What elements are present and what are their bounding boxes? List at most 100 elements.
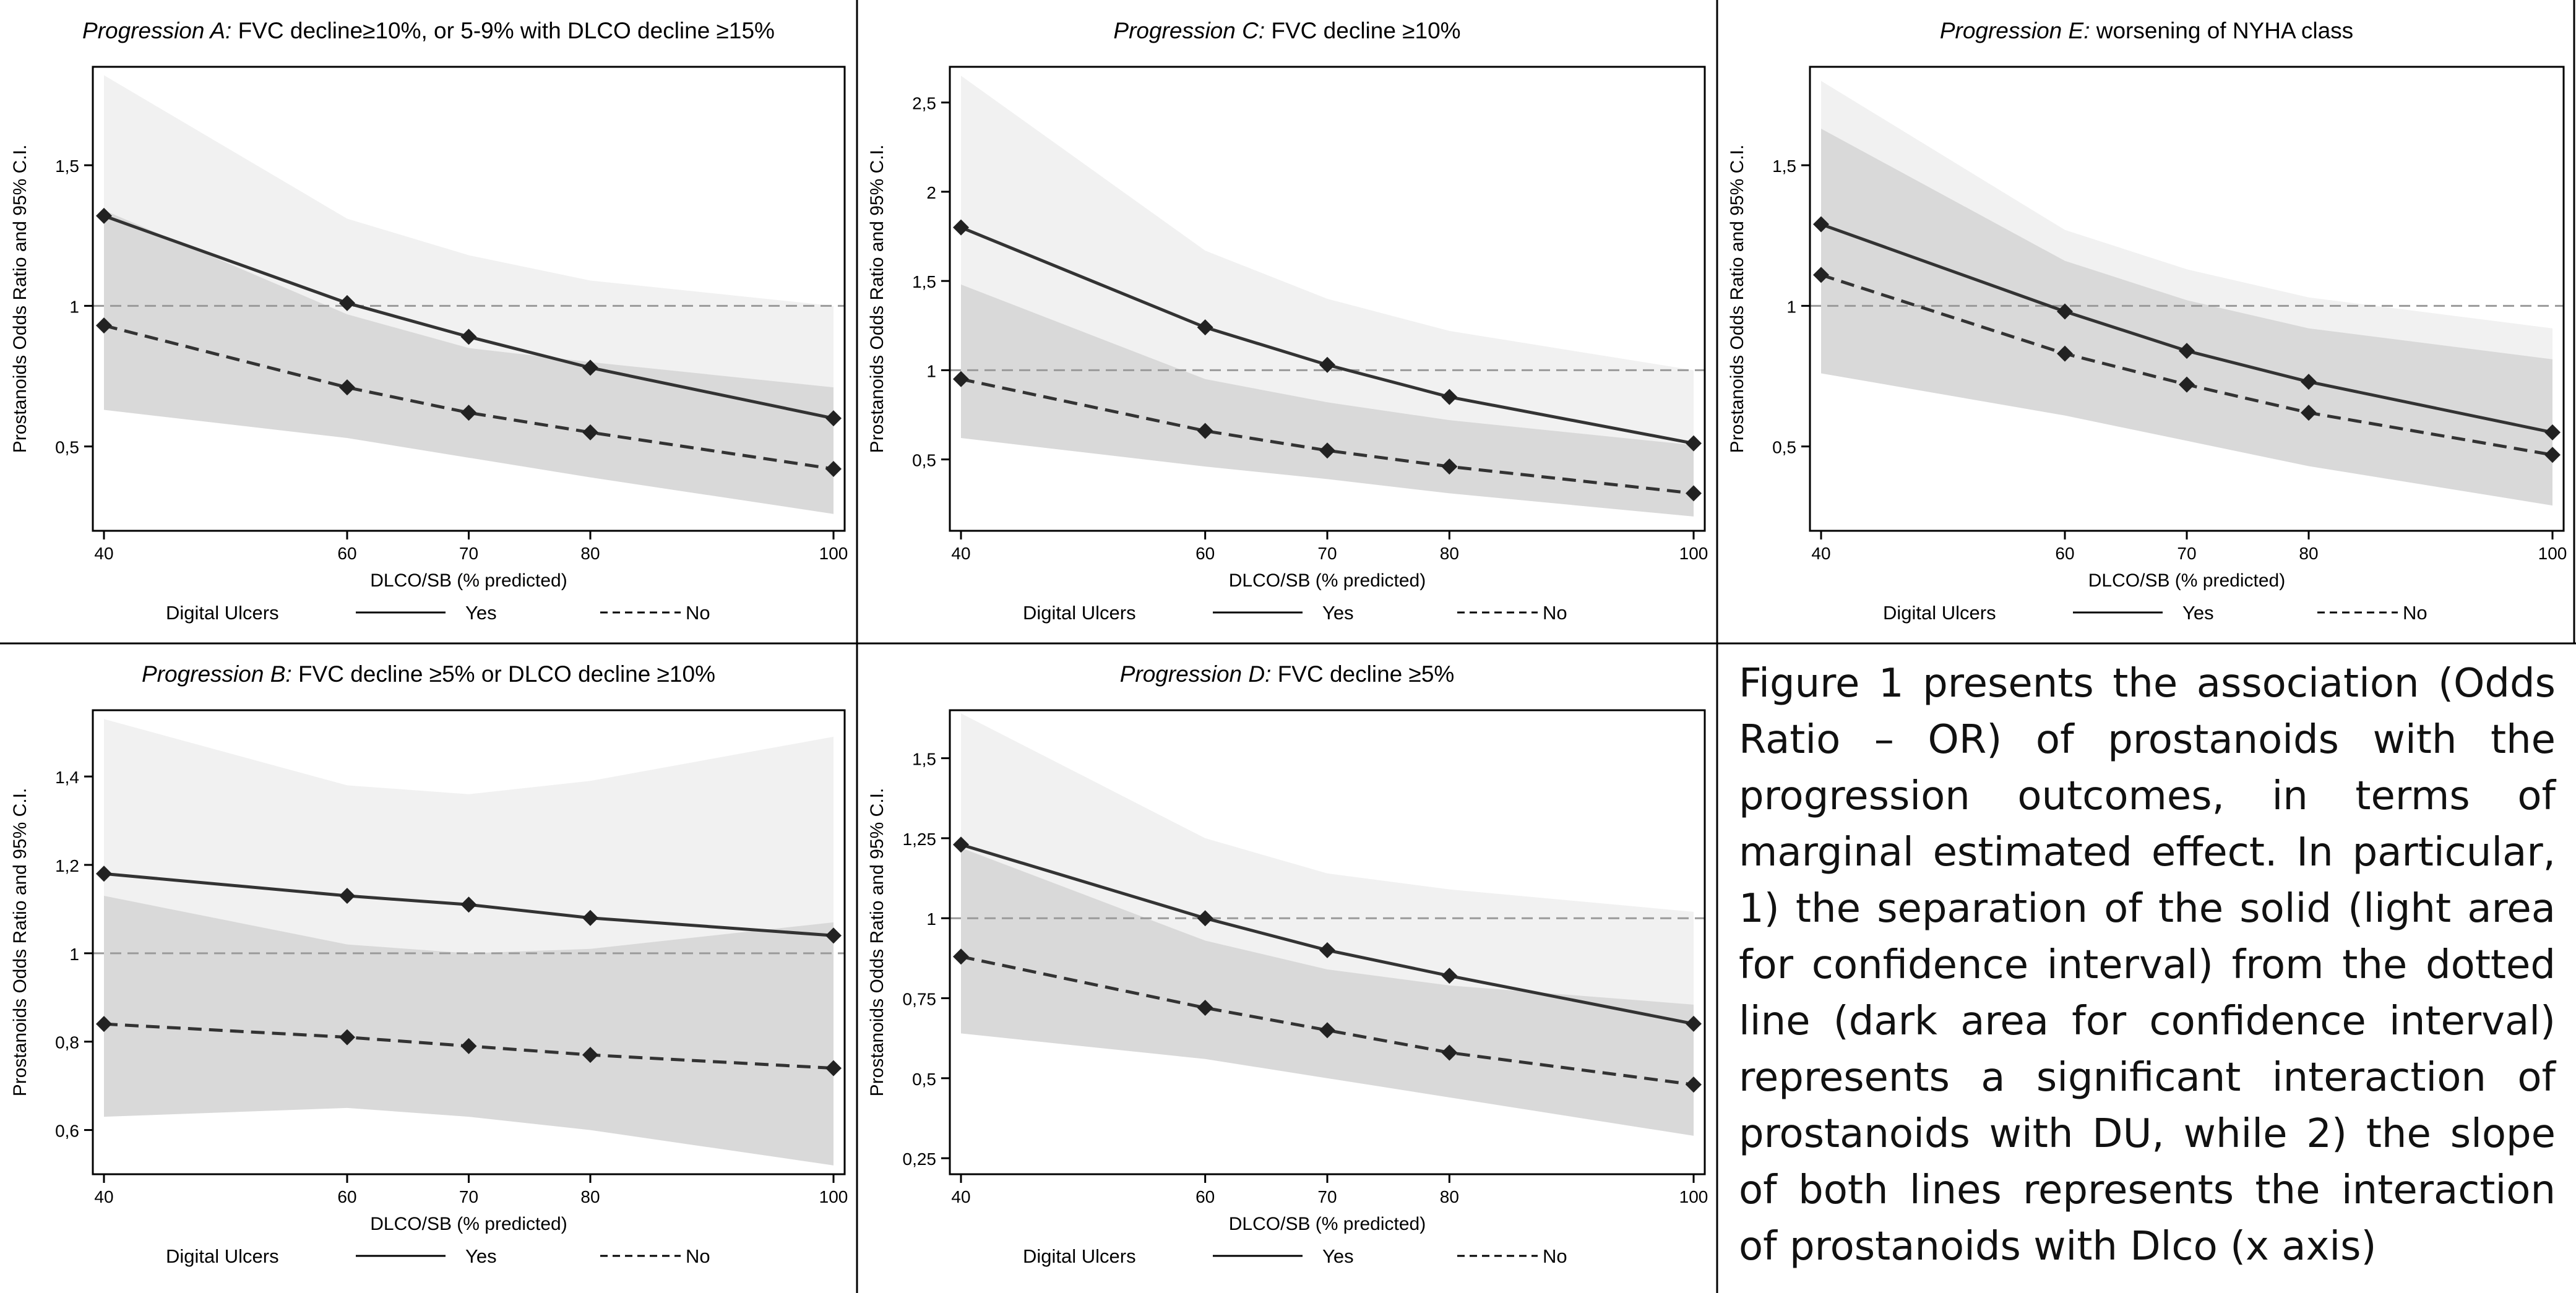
data-point-yes	[582, 909, 598, 926]
y-axis-label: Prostanoids Odds Ratio and 95% C.I.	[10, 145, 30, 453]
chart-title: Progression A: FVC decline≥10%, or 5-9% …	[82, 18, 775, 43]
ci-band-yes	[961, 75, 1694, 484]
chart-panel-5: Progression D: FVC decline ≥5% 0,25 0,5 0,7…	[867, 661, 1708, 1267]
chart-title-text: FVC decline ≥5% or DLCO decline ≥10%	[292, 661, 715, 687]
y-axis-label: Prostanoids Odds Ratio and 95% C.I.	[1727, 145, 1747, 453]
y-tick-label: 1,5	[1772, 157, 1796, 176]
y-tick-label: 0,5	[912, 1070, 936, 1089]
chart-panel-3: Progression E: worsening of NYHA class 0,…	[1727, 18, 2567, 624]
data-point-yes	[825, 927, 842, 944]
data-point-yes	[460, 896, 477, 913]
x-axis-label: DLCO/SB (% predicted)	[1229, 570, 1426, 591]
x-tick-label: 70	[459, 544, 478, 563]
data-point-no	[1197, 1000, 1213, 1016]
data-point-no	[1686, 485, 1702, 502]
x-axis-label: DLCO/SB (% predicted)	[370, 570, 567, 591]
y-tick-label: 1	[926, 909, 936, 929]
x-tick-label: 40	[94, 544, 113, 563]
data-point-no	[1197, 423, 1213, 439]
data-point-yes	[2301, 374, 2317, 390]
data-point-no	[339, 379, 355, 396]
ci-band-no	[961, 284, 1694, 517]
data-point-no	[582, 424, 598, 440]
y-tick-label: 0,5	[912, 451, 936, 470]
x-tick-label: 40	[94, 1187, 113, 1206]
x-tick-label: 60	[337, 544, 356, 563]
y-tick-label: 1	[926, 361, 936, 380]
data-point-no	[1813, 267, 1829, 283]
data-point-yes	[1441, 389, 1458, 405]
legend-title: Digital Ulcers	[1023, 1245, 1136, 1267]
x-tick-label: 80	[580, 1187, 600, 1206]
data-point-yes	[1319, 942, 1335, 958]
x-tick-label: 70	[1317, 544, 1337, 563]
y-tick-label: 0,6	[55, 1122, 79, 1141]
x-tick-label: 100	[1679, 544, 1708, 563]
chart-title-prefix: Progression D:	[1120, 661, 1272, 687]
chart-panel-1: Progression A: FVC decline≥10%, or 5-9% …	[10, 18, 848, 624]
data-point-yes	[96, 866, 112, 882]
chart-title-text: FVC decline ≥10%	[1265, 18, 1460, 43]
x-tick-label: 60	[337, 1187, 356, 1206]
y-tick-label: 2	[926, 183, 936, 202]
data-point-no	[2179, 376, 2195, 393]
ci-band-no	[961, 848, 1694, 1136]
y-tick-label: 1	[69, 945, 79, 964]
data-point-no	[825, 1060, 842, 1076]
x-tick-label: 100	[819, 1187, 848, 1206]
data-point-yes	[2179, 343, 2195, 359]
series-line-no	[960, 955, 1694, 1086]
chart-title: Progression E: worsening of NYHA class	[1940, 18, 2353, 43]
x-tick-label: 100	[1679, 1187, 1708, 1206]
series-line-no	[960, 377, 1694, 495]
data-point-no	[96, 317, 112, 334]
x-tick-label: 80	[1440, 1187, 1459, 1206]
legend-label-yes: Yes	[2182, 602, 2214, 624]
x-tick-label: 100	[2538, 544, 2567, 563]
data-point-yes	[1197, 319, 1213, 336]
chart-panel-2: Progression C: FVC decline ≥10% 0,5 1 1,5 2 2…	[867, 18, 1708, 624]
data-point-no	[460, 1037, 477, 1054]
data-point-yes	[582, 359, 598, 376]
data-point-no	[1319, 1022, 1335, 1039]
x-tick-label: 100	[819, 544, 848, 563]
data-point-yes	[825, 410, 842, 427]
y-tick-label: 1	[1786, 297, 1796, 316]
x-axis-label: DLCO/SB (% predicted)	[370, 1214, 567, 1234]
x-axis-label: DLCO/SB (% predicted)	[2088, 570, 2285, 591]
chart-title-prefix: Progression E:	[1940, 18, 2090, 43]
data-point-no	[1441, 1044, 1458, 1061]
x-tick-label: 70	[2177, 544, 2196, 563]
chart-title-prefix: Progression B:	[142, 661, 292, 687]
data-point-yes	[339, 888, 355, 904]
legend-label-yes: Yes	[1322, 602, 1354, 624]
y-tick-label: 0,5	[1772, 438, 1796, 457]
chart-title: Progression C: FVC decline ≥10%	[1113, 18, 1460, 43]
data-point-yes	[953, 836, 969, 853]
y-tick-label: 1,5	[912, 272, 936, 291]
x-tick-label: 80	[2299, 544, 2318, 563]
x-tick-label: 40	[951, 544, 970, 563]
data-point-no	[1319, 442, 1335, 459]
y-tick-label: 1,4	[55, 768, 79, 787]
chart-title: Progression D: FVC decline ≥5%	[1120, 661, 1455, 687]
x-tick-label: 70	[459, 1187, 478, 1206]
data-point-yes	[2544, 424, 2561, 440]
y-axis-label: Prostanoids Odds Ratio and 95% C.I.	[10, 788, 30, 1097]
data-point-yes	[1813, 216, 1829, 233]
chart-title-text: worsening of NYHA class	[2090, 18, 2353, 43]
x-tick-label: 80	[580, 544, 600, 563]
x-tick-label: 60	[1195, 1187, 1215, 1206]
chart-title-text: FVC decline ≥5%	[1271, 661, 1454, 687]
data-point-no	[460, 405, 477, 421]
x-tick-label: 40	[1811, 544, 1830, 563]
data-point-yes	[1319, 356, 1335, 373]
ci-band-no	[104, 210, 834, 514]
legend-label-no: No	[1543, 1245, 1567, 1267]
legend-label-no: No	[1543, 602, 1567, 624]
data-point-no	[2057, 345, 2073, 362]
legend-label-no: No	[686, 602, 710, 624]
y-axis-label: Prostanoids Odds Ratio and 95% C.I.	[867, 788, 887, 1097]
data-point-no	[582, 1047, 598, 1063]
